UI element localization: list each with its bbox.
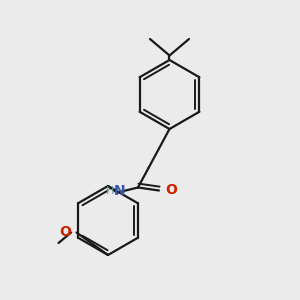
Text: O: O: [166, 184, 178, 197]
Text: O: O: [59, 226, 71, 239]
Text: N: N: [114, 184, 126, 198]
Text: H: H: [106, 186, 114, 197]
